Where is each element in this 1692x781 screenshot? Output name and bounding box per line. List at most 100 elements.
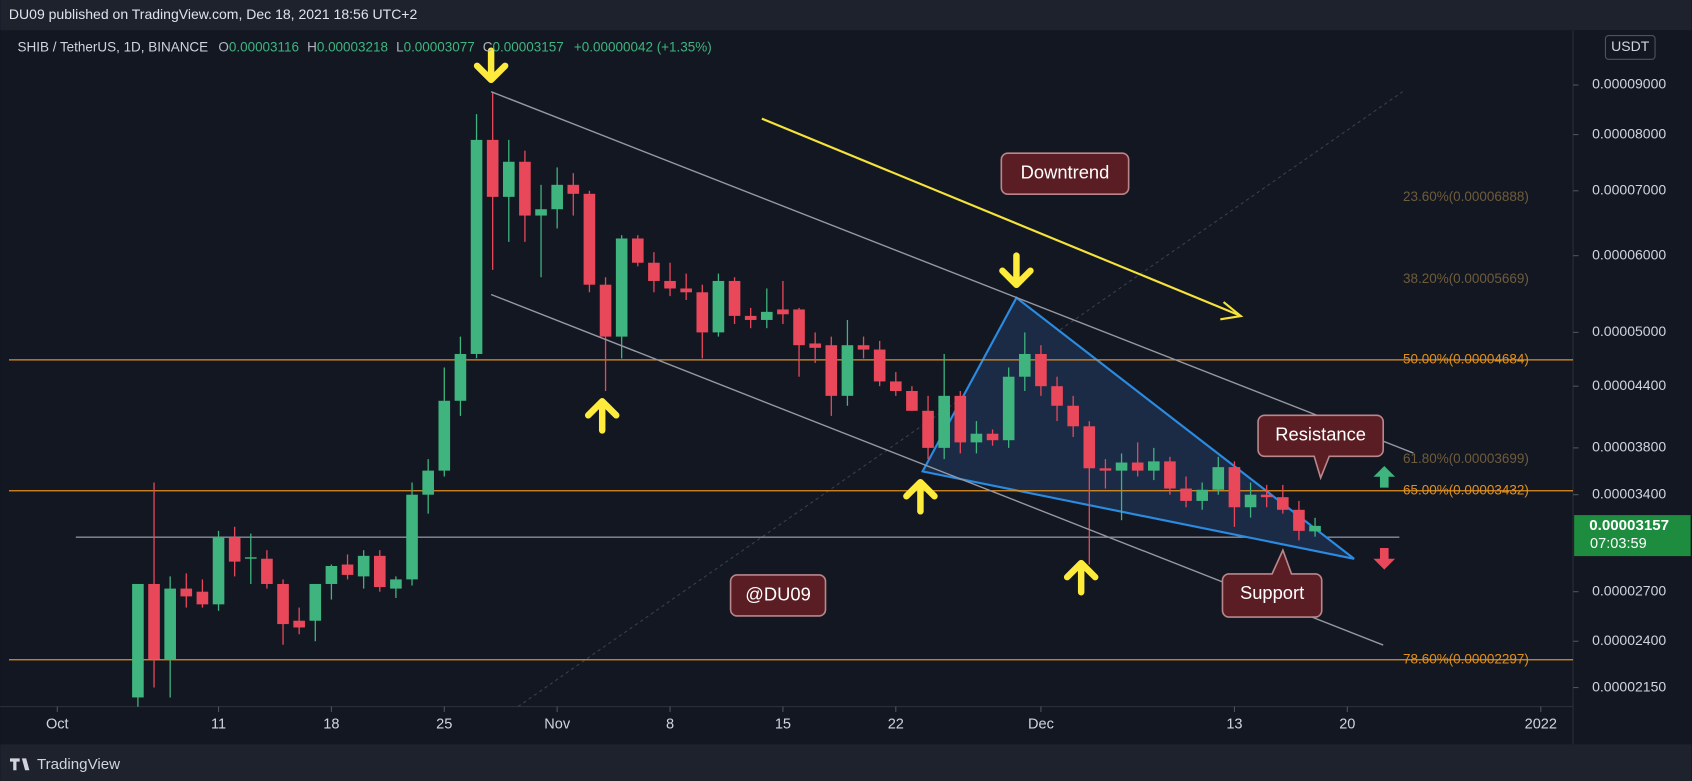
ohlc-key: L	[396, 39, 404, 54]
y-tick-label: 0.00004400	[1592, 377, 1666, 393]
candle-body	[277, 583, 289, 625]
change: +0.00000042 (+1.35%)	[574, 39, 712, 54]
candle-body	[664, 280, 676, 289]
x-tick-label: Oct	[46, 717, 69, 733]
candle-body	[631, 238, 644, 263]
currency-box	[1604, 35, 1656, 60]
ohlc-value: 0.00003157	[493, 39, 564, 54]
fib-label: 38.20%(0.00005669)	[1403, 271, 1529, 286]
candle-body	[309, 583, 322, 621]
y-tick-label: 0.00002400	[1592, 632, 1666, 648]
candle-body	[1212, 467, 1225, 490]
price-label-box	[1574, 515, 1691, 557]
ohlc-key: H	[307, 39, 317, 54]
y-tick-label: 0.00008000	[1592, 125, 1666, 141]
ohlc-key: O	[218, 39, 228, 54]
x-tick-label: Dec	[1028, 717, 1054, 733]
top-bar	[0, 0, 1692, 31]
x-tick-label: 22	[888, 717, 904, 733]
candle-body	[1018, 353, 1031, 377]
fib-label: 61.80%(0.00003699)	[1403, 451, 1529, 466]
ohlc-value: 0.00003218	[317, 39, 388, 54]
candle-body	[889, 381, 902, 391]
candle-body	[132, 583, 144, 698]
x-tick-label: 18	[323, 717, 339, 733]
x-tick-label: 13	[1226, 717, 1242, 733]
candle-body	[696, 292, 709, 333]
candle-body	[986, 433, 999, 441]
annotation: Resistance	[1275, 424, 1366, 445]
bottom-bar	[0, 744, 1692, 781]
green-arrow	[1373, 466, 1396, 488]
candles	[132, 92, 1321, 707]
x-tick-label: Nov	[544, 717, 571, 733]
annotation: Downtrend	[1021, 162, 1110, 183]
candle-body	[1147, 461, 1160, 471]
symbol: SHIB / TetherUS, 1D, BINANCE	[18, 39, 209, 54]
candle-body	[1067, 405, 1079, 427]
candle-body	[922, 410, 934, 448]
candle-body	[228, 537, 241, 562]
candle-body	[519, 161, 531, 216]
candle-body	[954, 395, 967, 443]
candle-body	[1260, 494, 1273, 498]
candle-body	[438, 400, 451, 471]
y-tick-label: 0.00002150	[1592, 678, 1666, 694]
y-tick-label: 0.00002700	[1592, 582, 1666, 598]
candle-body	[1099, 468, 1112, 471]
candle-body	[1196, 489, 1208, 501]
candle-body	[793, 309, 805, 346]
candle-body	[1115, 462, 1128, 471]
annotation-box	[729, 574, 827, 617]
candle-body	[1035, 353, 1047, 387]
x-tick-label: 2022	[1525, 717, 1557, 733]
candle-body	[486, 139, 499, 197]
annotation-box	[1257, 414, 1385, 481]
candle-body	[454, 353, 467, 401]
ohlc-key: C	[483, 39, 493, 54]
countdown: 07:03:59	[1590, 536, 1647, 552]
candle-body	[1131, 462, 1144, 471]
red-arrow	[1373, 547, 1396, 570]
channel-upper	[490, 91, 1414, 454]
y-tick-label: 0.00006000	[1592, 246, 1666, 262]
ohlc-value: 0.00003116	[229, 39, 299, 54]
candle-body	[180, 588, 193, 597]
annotation: Support	[1240, 582, 1304, 603]
candle-body	[906, 390, 918, 411]
candle-body	[1164, 461, 1176, 489]
downtrend-line	[761, 117, 1240, 316]
currency: USDT	[1611, 38, 1650, 54]
candle-body	[648, 262, 660, 281]
candle-body	[777, 309, 789, 315]
candle-body	[373, 555, 386, 588]
candle-body	[1244, 494, 1257, 508]
candle-body	[583, 193, 596, 285]
candle-body	[1002, 376, 1015, 441]
candle-body	[293, 620, 305, 628]
annotation-box	[1221, 548, 1323, 618]
annotation-box	[1000, 152, 1130, 195]
fib-label: 65.00%(0.00003432)	[1403, 482, 1529, 497]
candle-body	[873, 349, 886, 382]
candle-body	[567, 184, 580, 194]
candle-body	[680, 288, 692, 293]
candle-body	[744, 315, 757, 320]
y-tick-label: 0.00005000	[1592, 323, 1666, 339]
candle-body	[406, 494, 418, 580]
fib-label: 23.60%(0.00006888)	[1403, 189, 1529, 204]
annotation: @DU09	[745, 583, 810, 604]
candle-body	[615, 238, 628, 337]
candle-body	[325, 565, 338, 584]
publisher: DU09 published on TradingView.com, Dec 1…	[9, 6, 418, 22]
candle-body	[261, 558, 273, 584]
candle-body	[502, 161, 515, 197]
candle-body	[551, 184, 563, 210]
candle-body	[857, 345, 870, 350]
candle-body	[341, 564, 354, 575]
x-tick-label: 11	[211, 717, 226, 733]
x-tick-label: 15	[775, 717, 791, 733]
candle-body	[728, 280, 741, 316]
price-label: 0.00003157	[1589, 517, 1669, 534]
